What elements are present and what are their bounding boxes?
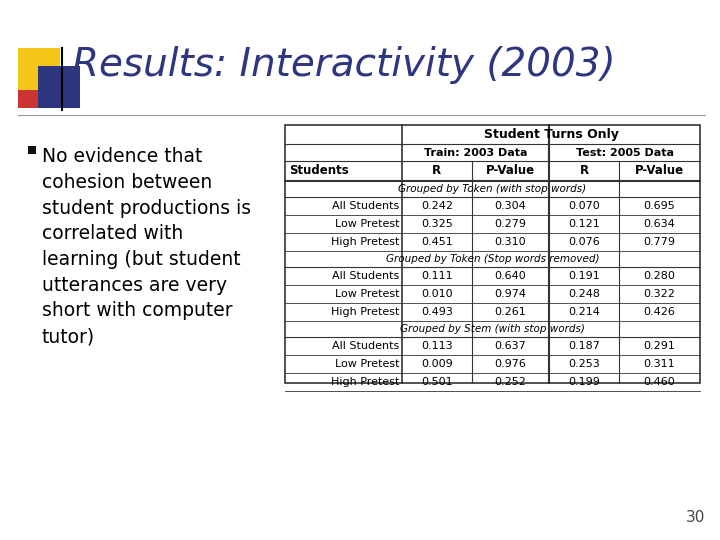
Text: 0.640: 0.640 [495, 271, 526, 281]
Text: High Pretest: High Pretest [330, 377, 399, 387]
Text: 0.634: 0.634 [644, 219, 675, 229]
Text: 0.280: 0.280 [644, 271, 675, 281]
Bar [38, 66, 80, 108]
Bar [18, 78, 48, 108]
Text: 0.199: 0.199 [568, 377, 600, 387]
Text: 0.279: 0.279 [495, 219, 526, 229]
Text: 0.637: 0.637 [495, 341, 526, 351]
Text: 0.009: 0.009 [421, 359, 453, 369]
Text: 0.070: 0.070 [568, 201, 600, 211]
Text: 0.214: 0.214 [568, 307, 600, 317]
Bar [28, 146, 36, 154]
Bar [285, 125, 700, 383]
Text: Grouped by Stem (with stop words): Grouped by Stem (with stop words) [400, 324, 585, 334]
Text: Student Turns Only: Student Turns Only [484, 128, 618, 141]
Text: 0.291: 0.291 [644, 341, 675, 351]
Bar [18, 48, 60, 90]
Text: High Pretest: High Pretest [330, 307, 399, 317]
Text: 0.252: 0.252 [495, 377, 526, 387]
Text: Low Pretest: Low Pretest [335, 289, 399, 299]
Text: R: R [580, 165, 588, 178]
Text: Train: 2003 Data: Train: 2003 Data [424, 147, 528, 158]
Text: Low Pretest: Low Pretest [335, 219, 399, 229]
Text: All Students: All Students [332, 341, 399, 351]
Text: Grouped by Token (with stop words): Grouped by Token (with stop words) [398, 184, 587, 194]
Text: 0.261: 0.261 [495, 307, 526, 317]
Text: All Students: All Students [332, 271, 399, 281]
Text: 0.121: 0.121 [568, 219, 600, 229]
Text: High Pretest: High Pretest [330, 237, 399, 247]
Text: 0.451: 0.451 [421, 237, 453, 247]
Text: 0.311: 0.311 [644, 359, 675, 369]
Text: 0.426: 0.426 [644, 307, 675, 317]
Text: Grouped by Token (Stop words removed): Grouped by Token (Stop words removed) [386, 254, 599, 264]
Text: Students: Students [289, 165, 348, 178]
Text: 0.248: 0.248 [568, 289, 600, 299]
Text: 0.010: 0.010 [421, 289, 453, 299]
Text: 0.191: 0.191 [568, 271, 600, 281]
Text: P-Value: P-Value [635, 165, 684, 178]
Text: 0.322: 0.322 [644, 289, 675, 299]
Text: R: R [432, 165, 441, 178]
Text: No evidence that
cohesion between
student productions is
correlated with
learnin: No evidence that cohesion between studen… [42, 147, 251, 346]
Text: 0.325: 0.325 [421, 219, 453, 229]
Text: Test: 2005 Data: Test: 2005 Data [576, 147, 674, 158]
Text: 0.113: 0.113 [421, 341, 453, 351]
Text: P-Value: P-Value [486, 165, 535, 178]
Text: 0.779: 0.779 [644, 237, 675, 247]
Text: 0.974: 0.974 [495, 289, 526, 299]
Text: 0.976: 0.976 [495, 359, 526, 369]
Text: All Students: All Students [332, 201, 399, 211]
Text: 0.493: 0.493 [421, 307, 453, 317]
Text: Results: Interactivity (2003): Results: Interactivity (2003) [72, 46, 616, 84]
Text: 0.111: 0.111 [421, 271, 453, 281]
Text: 0.242: 0.242 [421, 201, 453, 211]
Text: 30: 30 [685, 510, 705, 525]
Text: 0.310: 0.310 [495, 237, 526, 247]
Text: 0.253: 0.253 [568, 359, 600, 369]
Text: 0.695: 0.695 [644, 201, 675, 211]
Text: 0.187: 0.187 [568, 341, 600, 351]
Text: Low Pretest: Low Pretest [335, 359, 399, 369]
Text: 0.460: 0.460 [644, 377, 675, 387]
Text: 0.304: 0.304 [495, 201, 526, 211]
Text: 0.501: 0.501 [421, 377, 453, 387]
Text: 0.076: 0.076 [568, 237, 600, 247]
